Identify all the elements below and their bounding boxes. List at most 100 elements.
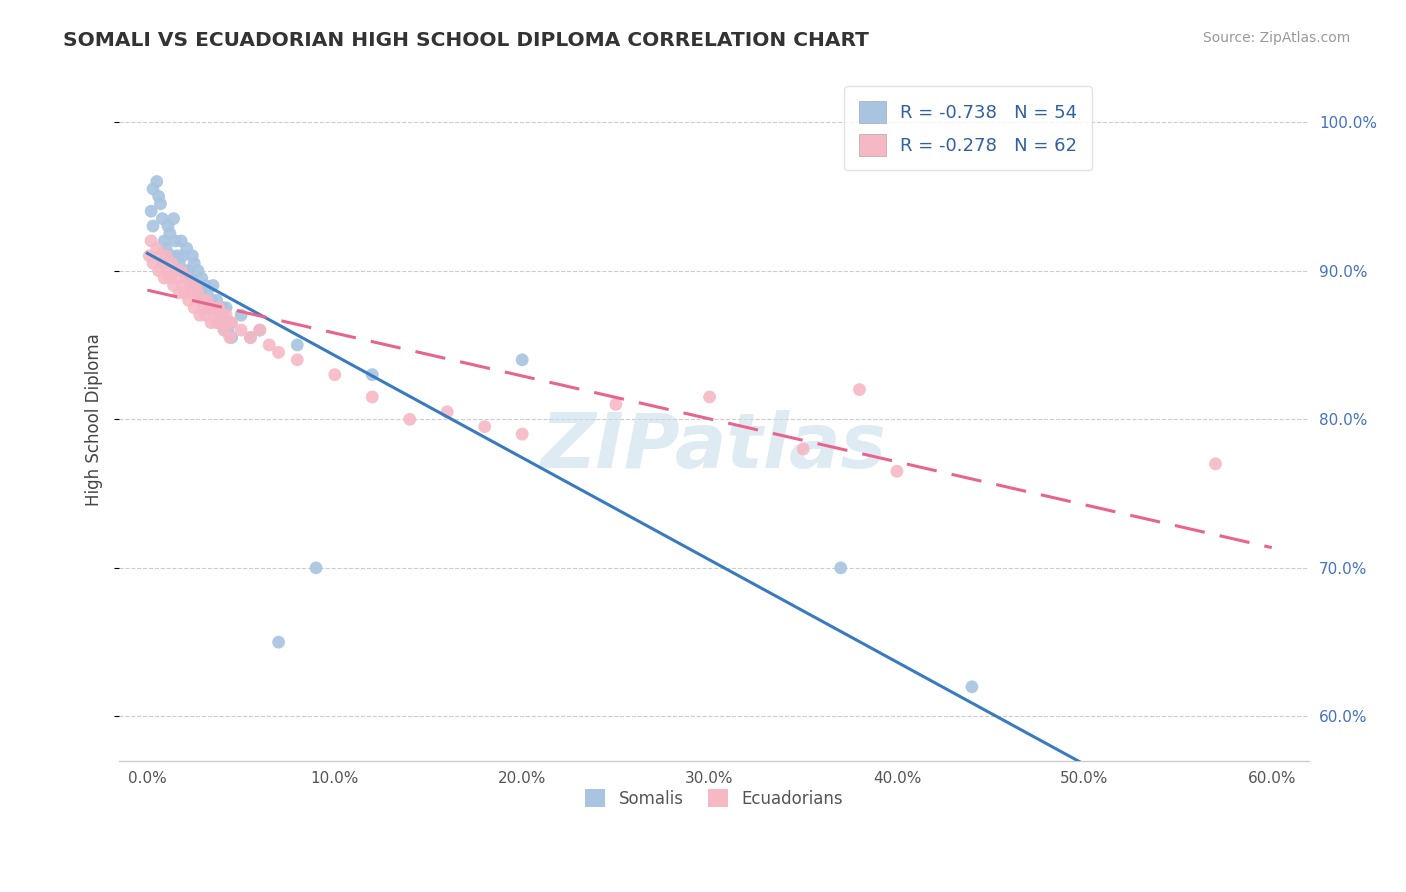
Point xyxy=(200,293,222,308)
Point xyxy=(195,293,218,308)
Point xyxy=(155,249,177,263)
Point xyxy=(194,308,217,322)
Point xyxy=(150,211,173,226)
Legend: Somalis, Ecuadorians: Somalis, Ecuadorians xyxy=(578,783,851,814)
Point xyxy=(398,412,420,426)
Point xyxy=(229,323,252,337)
Point xyxy=(215,301,238,315)
Point xyxy=(323,368,346,382)
Point xyxy=(173,285,195,300)
Point xyxy=(183,256,205,270)
Point xyxy=(166,249,188,263)
Point xyxy=(886,464,908,478)
Point xyxy=(160,256,183,270)
Point xyxy=(172,278,194,293)
Point xyxy=(218,330,240,344)
Point xyxy=(205,293,228,308)
Point xyxy=(305,561,328,575)
Point xyxy=(201,301,224,315)
Point xyxy=(830,561,852,575)
Point xyxy=(187,263,209,277)
Point xyxy=(190,293,212,308)
Point xyxy=(153,271,176,285)
Point xyxy=(605,397,627,411)
Point xyxy=(149,249,172,263)
Point xyxy=(510,427,533,442)
Point xyxy=(187,285,209,300)
Point xyxy=(239,330,262,344)
Point xyxy=(190,271,212,285)
Point xyxy=(205,316,228,330)
Point xyxy=(165,263,187,277)
Point xyxy=(211,308,233,322)
Point xyxy=(361,390,384,404)
Point xyxy=(142,256,165,270)
Point xyxy=(172,249,194,263)
Point xyxy=(138,249,160,263)
Point xyxy=(173,263,195,277)
Point xyxy=(212,323,235,337)
Point xyxy=(188,308,211,322)
Point xyxy=(145,241,167,255)
Point xyxy=(792,442,814,456)
Point xyxy=(212,323,235,337)
Point xyxy=(145,174,167,188)
Point xyxy=(155,241,177,255)
Point xyxy=(142,219,165,233)
Point xyxy=(148,189,170,203)
Text: ZIPatlas: ZIPatlas xyxy=(541,409,887,483)
Point xyxy=(162,278,184,293)
Point xyxy=(183,301,205,315)
Point xyxy=(162,211,184,226)
Point xyxy=(198,301,221,315)
Point xyxy=(200,316,222,330)
Point xyxy=(249,323,271,337)
Point xyxy=(239,330,262,344)
Point xyxy=(221,330,243,344)
Point xyxy=(209,316,232,330)
Point xyxy=(218,316,240,330)
Point xyxy=(960,680,983,694)
Point xyxy=(194,278,217,293)
Point xyxy=(167,256,190,270)
Point xyxy=(176,241,198,255)
Point xyxy=(148,263,170,277)
Point xyxy=(167,285,190,300)
Point xyxy=(166,271,188,285)
Point xyxy=(204,308,226,322)
Point xyxy=(153,234,176,248)
Point xyxy=(267,635,290,649)
Point xyxy=(142,182,165,196)
Point xyxy=(159,227,181,241)
Point xyxy=(188,285,211,300)
Point xyxy=(267,345,290,359)
Point xyxy=(285,338,308,352)
Point xyxy=(436,405,458,419)
Point xyxy=(170,263,193,277)
Point xyxy=(170,234,193,248)
Point xyxy=(204,301,226,315)
Y-axis label: High School Diploma: High School Diploma xyxy=(86,333,103,506)
Point xyxy=(201,278,224,293)
Point xyxy=(181,285,204,300)
Point xyxy=(156,263,179,277)
Point xyxy=(699,390,721,404)
Point xyxy=(510,352,533,367)
Point xyxy=(184,278,207,293)
Point xyxy=(249,323,271,337)
Point xyxy=(257,338,280,352)
Text: SOMALI VS ECUADORIAN HIGH SCHOOL DIPLOMA CORRELATION CHART: SOMALI VS ECUADORIAN HIGH SCHOOL DIPLOMA… xyxy=(63,31,869,50)
Point xyxy=(211,301,233,315)
Point xyxy=(159,271,181,285)
Point xyxy=(217,323,239,337)
Point xyxy=(177,293,200,308)
Point xyxy=(176,271,198,285)
Point xyxy=(848,383,870,397)
Point xyxy=(156,219,179,233)
Point xyxy=(474,419,496,434)
Point xyxy=(139,204,162,219)
Point xyxy=(177,263,200,277)
Point xyxy=(221,316,243,330)
Point xyxy=(229,308,252,322)
Point xyxy=(285,352,308,367)
